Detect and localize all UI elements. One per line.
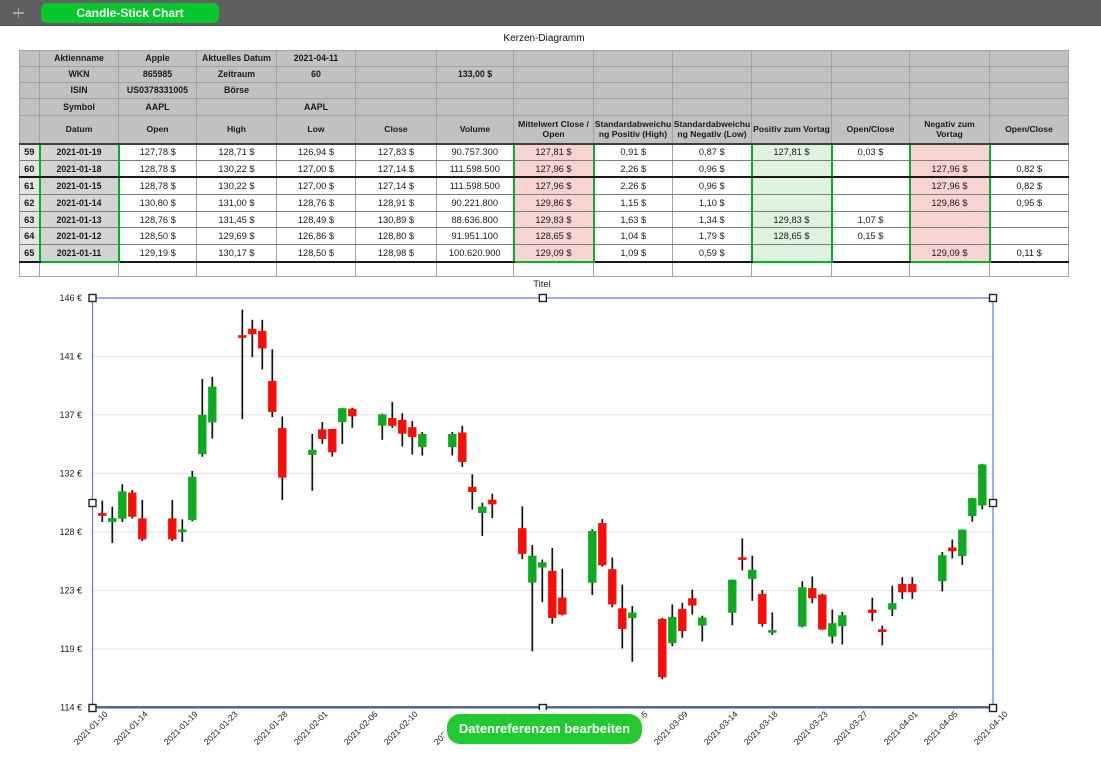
svg-text:2021-01-28: 2021-01-28	[252, 709, 290, 747]
svg-text:2021-03-27: 2021-03-27	[832, 709, 870, 747]
svg-text:137 €: 137 €	[59, 410, 82, 420]
svg-text:123 €: 123 €	[59, 586, 82, 596]
svg-text:2021-01-14: 2021-01-14	[112, 709, 150, 747]
svg-text:2021-03-14: 2021-03-14	[702, 709, 740, 747]
svg-text:146 €: 146 €	[59, 293, 82, 303]
svg-text:132 €: 132 €	[59, 469, 82, 479]
svg-text:Titel: Titel	[533, 279, 551, 290]
svg-text:2021-02-01: 2021-02-01	[292, 709, 330, 747]
svg-text:2021-04-05: 2021-04-05	[922, 709, 960, 747]
svg-text:2021-02-10: 2021-02-10	[382, 709, 420, 747]
svg-text:119 €: 119 €	[60, 644, 82, 654]
svg-text:128 €: 128 €	[59, 527, 82, 537]
svg-text:2021-01-23: 2021-01-23	[202, 709, 240, 747]
svg-text:2021-01-19: 2021-01-19	[162, 709, 200, 747]
svg-text:2021-02-06: 2021-02-06	[342, 709, 380, 747]
svg-text:2021-01-10: 2021-01-10	[72, 709, 110, 747]
svg-text:2021-04-10: 2021-04-10	[972, 709, 1010, 747]
svg-text:2021-03-09: 2021-03-09	[652, 709, 690, 747]
svg-text:2021-03-18: 2021-03-18	[742, 709, 780, 747]
svg-text:114 €: 114 €	[60, 703, 82, 713]
svg-text:141 €: 141 €	[59, 352, 82, 362]
svg-text:2021-04-01: 2021-04-01	[882, 709, 920, 747]
svg-text:2021-03-23: 2021-03-23	[792, 709, 830, 747]
